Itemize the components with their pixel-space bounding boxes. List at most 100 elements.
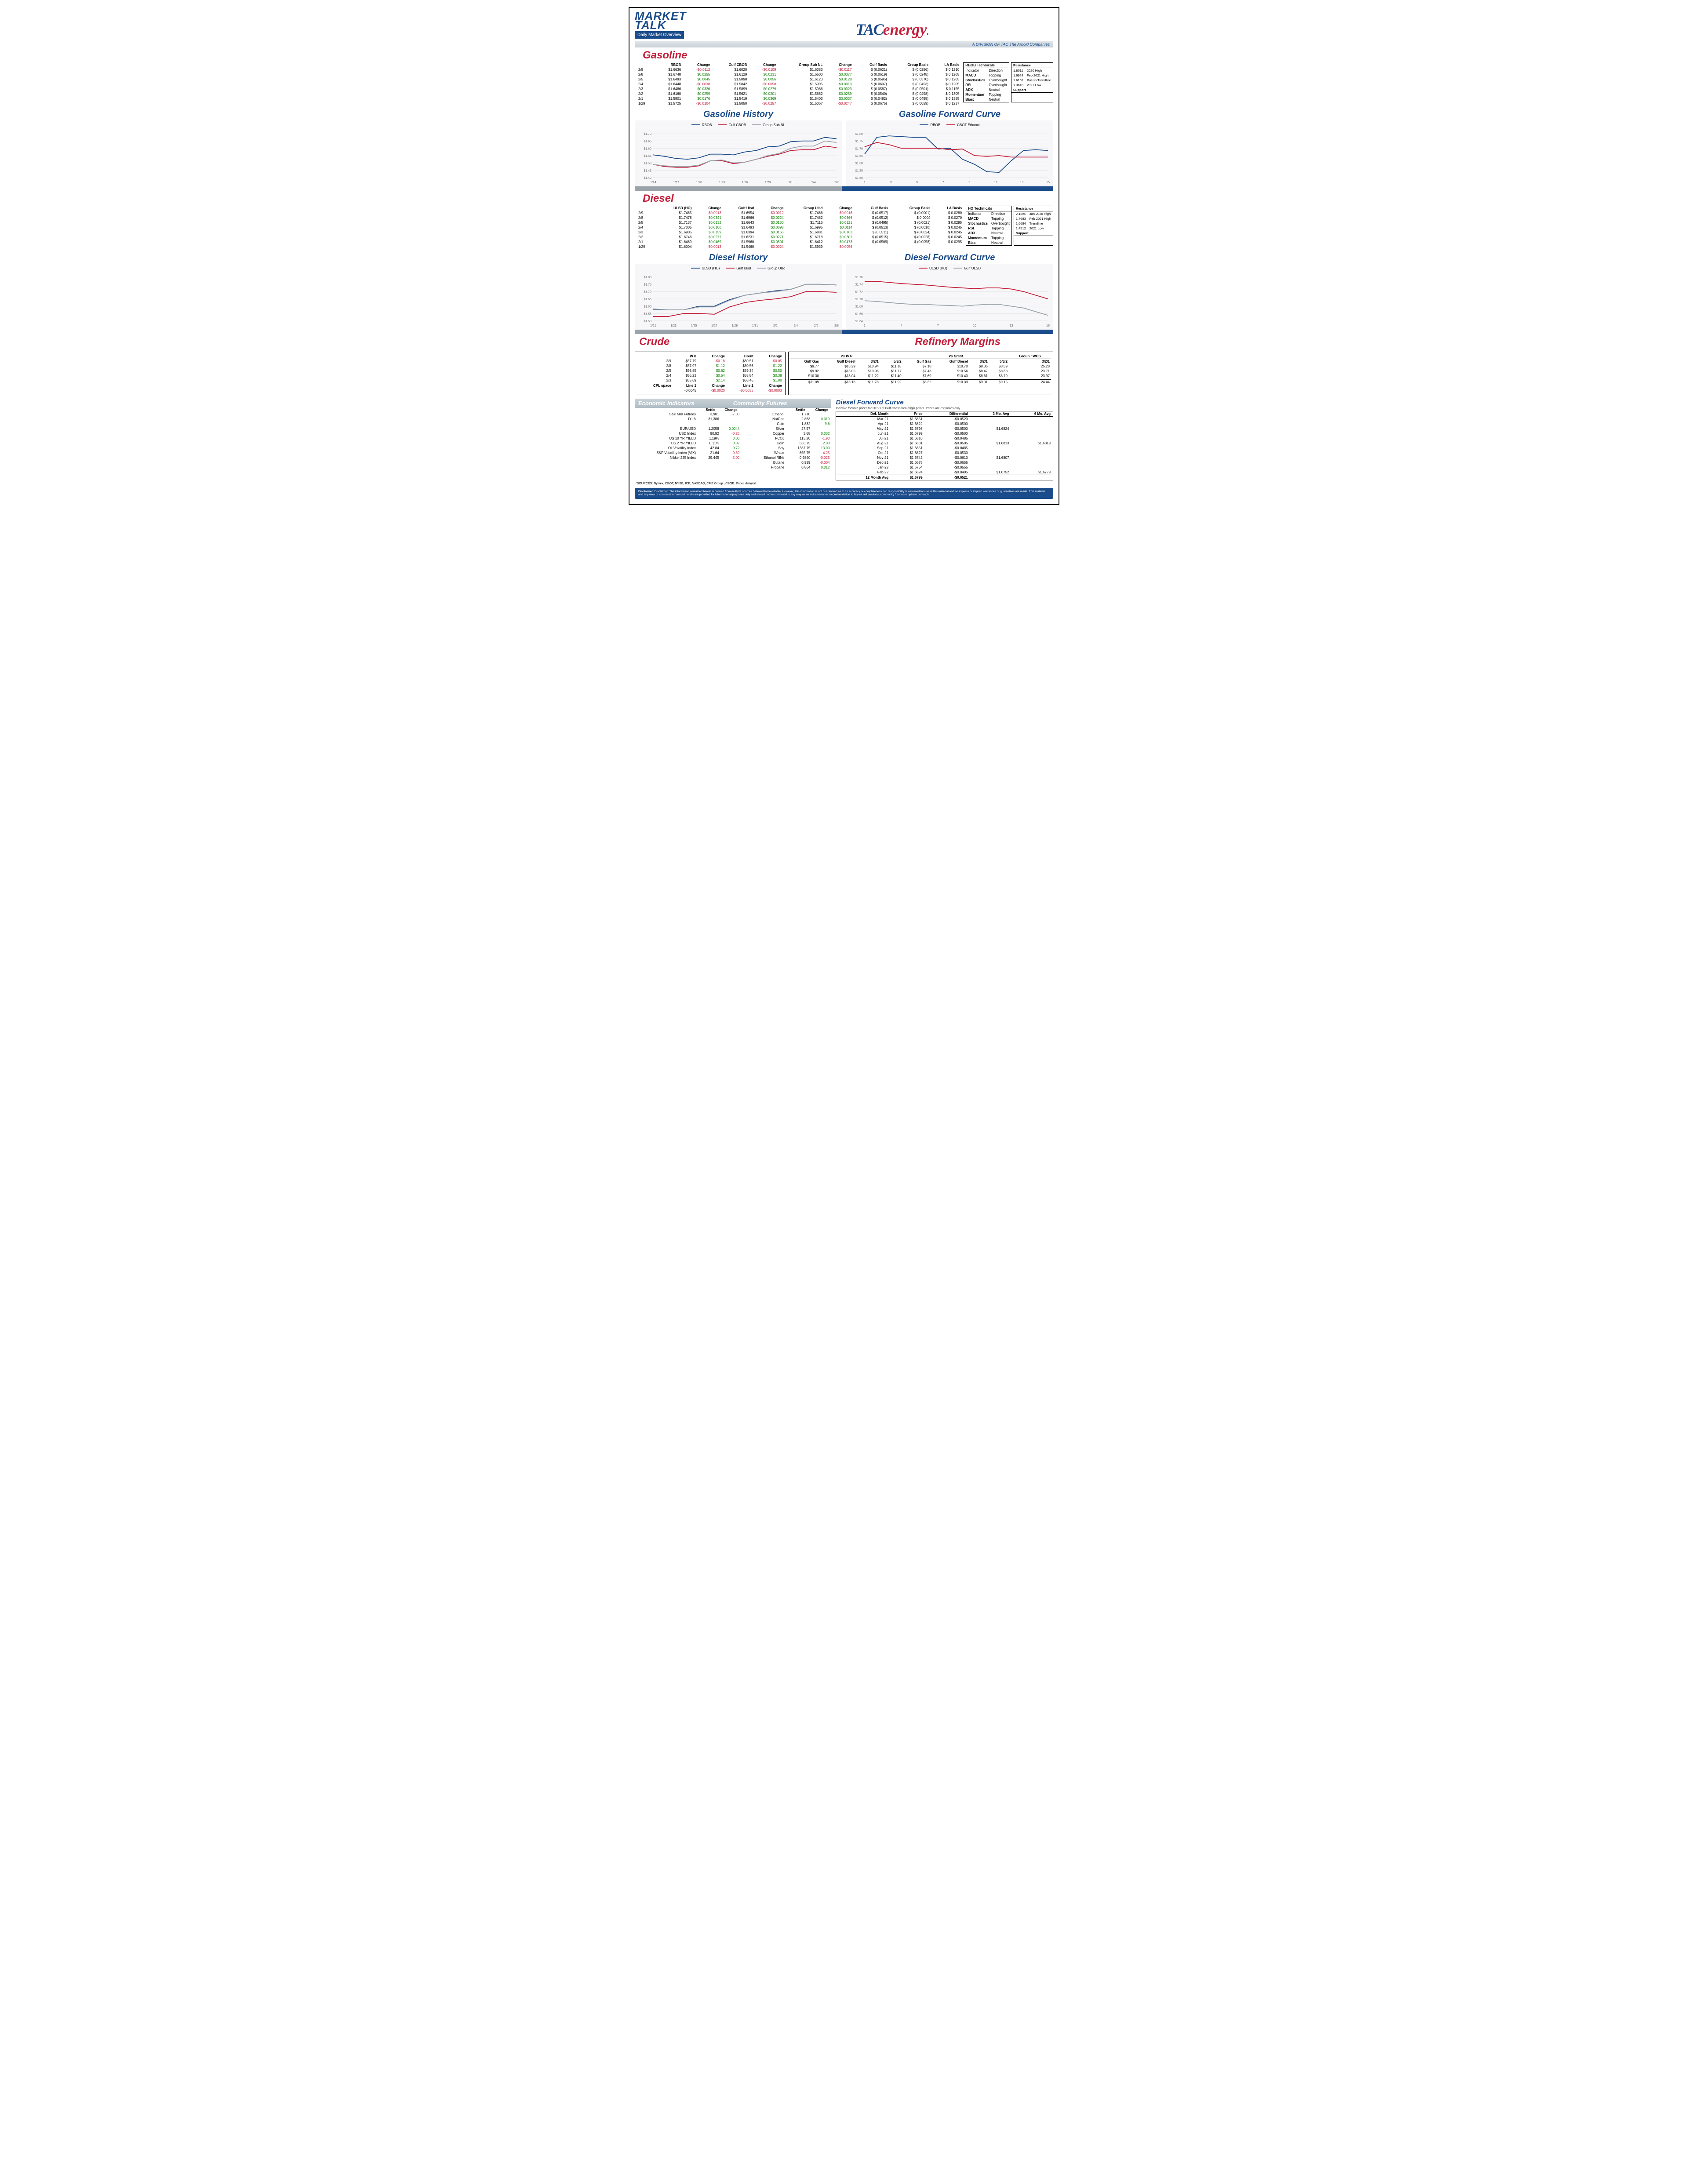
svg-text:5: 5: [916, 181, 918, 184]
dfc-subtitle: Indictive forward prices for ULSD at Gul…: [836, 407, 1053, 410]
svg-text:2/4: 2/4: [811, 181, 816, 184]
gasoline-row: RBOBChangeGulf CBOBChangeGroup Sub NLCha…: [635, 62, 1053, 106]
tac-logo: TACenergy.: [731, 20, 1053, 39]
svg-text:15: 15: [1046, 181, 1050, 184]
svg-text:2/2: 2/2: [773, 324, 778, 327]
svg-text:$1.80: $1.80: [855, 133, 863, 136]
diesel-forward-table-box: Diesel Forward Curve Indictive forward p…: [836, 399, 1053, 480]
ho-resistance: Resistance2.1195Jan 2020 High1.7683Feb 2…: [1014, 206, 1053, 246]
header: MARKET TALK Daily Market Overview TACene…: [635, 11, 1053, 39]
rbob-technicals: RBOB TechnicalsIndicatorDirectionMACDTop…: [963, 62, 1009, 102]
svg-text:1/25: 1/25: [691, 324, 697, 327]
svg-text:2/6: 2/6: [814, 324, 819, 327]
diesel-title: Diesel: [643, 193, 1053, 205]
diesel-price-table: ULSD (HO)ChangeGulf UlsdChangeGroup Ulsd…: [635, 206, 963, 249]
svg-text:1/20: 1/20: [696, 181, 702, 184]
bottom-row: Economic Indicators Commodity Futures Se…: [635, 399, 1053, 480]
diesel-charts: Diesel History ULSD (HO)Gulf UlsdGroup U…: [635, 251, 1053, 330]
svg-text:$1.65: $1.65: [644, 298, 651, 301]
rbob-resistance: Resistance1.80112020 High1.6924Feb 2021 …: [1011, 62, 1053, 102]
svg-text:$1.40: $1.40: [644, 177, 651, 180]
svg-text:16: 16: [1046, 324, 1050, 327]
gasoline-history-chart: RBOBGulf CBOBGroup Sub NL $1.40$1.45$1.5…: [635, 120, 842, 186]
svg-text:1/26: 1/26: [742, 181, 748, 184]
svg-text:3: 3: [890, 181, 892, 184]
svg-text:$1.64: $1.64: [855, 320, 863, 323]
svg-text:11: 11: [994, 181, 997, 184]
svg-text:9: 9: [968, 181, 970, 184]
svg-text:$1.75: $1.75: [644, 283, 651, 286]
diesel-history-chart: ULSD (HO)Gulf UlsdGroup Ulsd $1.50$1.55$…: [635, 264, 842, 330]
svg-text:$1.50: $1.50: [644, 320, 651, 323]
crude-title: Crude: [639, 336, 669, 348]
svg-text:$1.68: $1.68: [855, 305, 863, 308]
disclaimer: Disclaimer: Disclaimer: The information …: [635, 488, 1053, 499]
gasoline-charts: Gasoline History RBOBGulf CBOBGroup Sub …: [635, 108, 1053, 186]
svg-text:$1.60: $1.60: [855, 162, 863, 165]
econ-commodity-box: Economic Indicators Commodity Futures Se…: [635, 399, 831, 480]
svg-text:1: 1: [864, 181, 866, 184]
svg-text:$1.70: $1.70: [855, 147, 863, 150]
svg-text:2/4: 2/4: [793, 324, 798, 327]
gasoline-title: Gasoline: [643, 49, 1053, 62]
svg-text:7: 7: [942, 181, 944, 184]
svg-text:13: 13: [1020, 181, 1024, 184]
market-talk-logo: MARKET TALK Daily Market Overview: [635, 11, 723, 39]
svg-text:1/23: 1/23: [670, 324, 677, 327]
logo-subtitle: Daily Market Overview: [635, 31, 684, 39]
division-line: A DIVISION OF TAC The Arnold Companies: [635, 41, 1053, 47]
page: MARKET TALK Daily Market Overview TACene…: [629, 7, 1059, 505]
svg-text:$1.75: $1.75: [855, 140, 863, 143]
svg-text:2/7: 2/7: [834, 181, 839, 184]
svg-text:$1.65: $1.65: [855, 155, 863, 158]
svg-text:1/27: 1/27: [711, 324, 717, 327]
dsl-hist-title: Diesel History: [635, 253, 842, 263]
econ-band: Economic Indicators Commodity Futures: [635, 399, 831, 408]
dfc-title: Diesel Forward Curve: [836, 399, 1053, 406]
gas-fc-title: Gasoline Forward Curve: [846, 109, 1053, 120]
gasoline-forward-chart: RBOBCBOT Ethanol $1.50$1.55$1.60$1.65$1.…: [846, 120, 1053, 186]
diesel-tech-res: HO TechnicalsIndicatorDirectionMACDToppi…: [966, 206, 1053, 246]
svg-text:1: 1: [864, 324, 866, 327]
svg-text:1/21: 1/21: [650, 324, 656, 327]
sources: *SOURCES: Nymex, CBOT, NYSE, ICE, NASDAQ…: [636, 482, 1053, 485]
svg-text:$1.60: $1.60: [644, 147, 651, 150]
crude-table: WTIChangeBrentChange2/9$57.79-$0.18$60.5…: [635, 352, 786, 395]
svg-text:1/29: 1/29: [732, 324, 738, 327]
svg-text:1/23: 1/23: [719, 181, 725, 184]
svg-text:$1.76: $1.76: [855, 276, 863, 279]
svg-text:1/29: 1/29: [765, 181, 771, 184]
svg-text:2/1: 2/1: [789, 181, 793, 184]
svg-text:$1.45: $1.45: [644, 169, 651, 172]
svg-text:13: 13: [1010, 324, 1013, 327]
svg-text:$1.70: $1.70: [644, 291, 651, 294]
svg-text:$1.66: $1.66: [855, 313, 863, 316]
dsl-fc-title: Diesel Forward Curve: [846, 253, 1053, 263]
diesel-forward-chart: ULSD (HO)Gulf ULSD $1.64$1.66$1.68$1.70$…: [846, 264, 1053, 330]
svg-text:1/31: 1/31: [752, 324, 758, 327]
svg-text:$1.80: $1.80: [644, 276, 651, 279]
diesel-row: ULSD (HO)ChangeGulf UlsdChangeGroup Ulsd…: [635, 206, 1053, 249]
margins-title: Refinery Margins: [915, 336, 1000, 348]
svg-text:$1.55: $1.55: [644, 155, 651, 158]
svg-text:1/17: 1/17: [673, 181, 679, 184]
gasoline-tech-res: RBOB TechnicalsIndicatorDirectionMACDTop…: [963, 62, 1053, 102]
svg-text:4: 4: [900, 324, 902, 327]
gas-hist-title: Gasoline History: [635, 109, 842, 120]
svg-text:$1.70: $1.70: [644, 133, 651, 136]
svg-text:$1.55: $1.55: [644, 313, 651, 316]
svg-text:1/14: 1/14: [650, 181, 656, 184]
svg-text:7: 7: [937, 324, 939, 327]
svg-text:$1.50: $1.50: [644, 162, 651, 165]
svg-text:10: 10: [973, 324, 976, 327]
crude-margins-row: WTIChangeBrentChange2/9$57.79-$0.18$60.5…: [635, 352, 1053, 395]
margins-table: Vs WTIVs BrentGroup / WCSGulf GasGulf Di…: [788, 352, 1053, 395]
svg-text:$1.65: $1.65: [644, 140, 651, 143]
svg-text:2/8: 2/8: [834, 324, 839, 327]
svg-text:$1.72: $1.72: [855, 291, 863, 294]
svg-text:$1.55: $1.55: [855, 169, 863, 172]
svg-text:$1.74: $1.74: [855, 283, 863, 286]
svg-text:$1.70: $1.70: [855, 298, 863, 301]
ho-technicals: HO TechnicalsIndicatorDirectionMACDToppi…: [966, 206, 1012, 246]
svg-text:$1.60: $1.60: [644, 305, 651, 308]
